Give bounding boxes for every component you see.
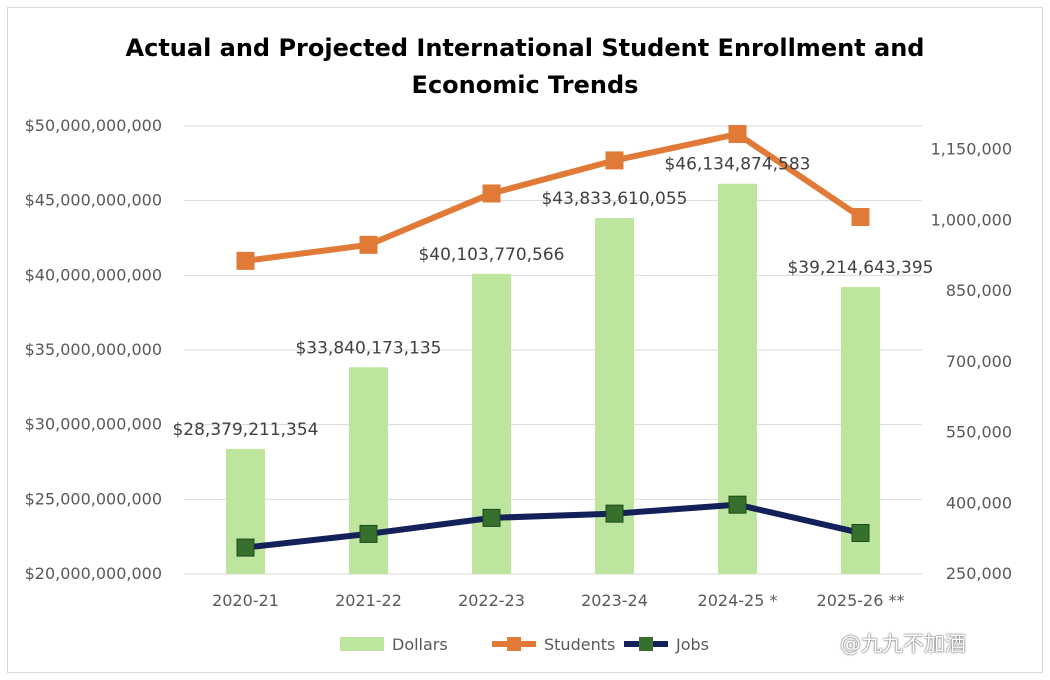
marker-jobs — [851, 523, 870, 542]
y-right-tick-label: 250,000 — [946, 564, 1012, 583]
y-left-tick-label: $30,000,000,000 — [25, 415, 162, 434]
data-label-dollars: $40,103,770,566 — [418, 245, 564, 265]
y-right-tick-label: 1,000,000 — [931, 210, 1012, 229]
x-tick-label: 2020-21 — [212, 591, 279, 610]
y-right-tick-label: 550,000 — [946, 423, 1012, 442]
data-label-dollars: $39,214,643,395 — [787, 258, 933, 278]
series-lines — [236, 125, 870, 557]
bar-dollars — [718, 183, 757, 574]
marker-jobs — [605, 504, 624, 523]
watermark-text: @九九不加酒 — [840, 632, 966, 656]
y-right-tick-label: 850,000 — [946, 281, 1012, 300]
bars-dollars — [226, 183, 880, 574]
marker-students — [605, 151, 624, 170]
marker-students — [482, 184, 501, 203]
marker-jobs — [482, 508, 501, 527]
bar-dollars — [472, 273, 511, 574]
legend-swatch-dollars — [340, 637, 384, 651]
y-right-tick-label: 1,150,000 — [931, 140, 1012, 159]
marker-students — [236, 251, 255, 270]
y-left-tick-label: $50,000,000,000 — [25, 116, 162, 135]
y-left-tick-label: $40,000,000,000 — [25, 265, 162, 284]
line-jobs — [242, 501, 864, 551]
legend-item-students: Students — [492, 635, 615, 654]
chart-title: Actual and Projected International Stude… — [0, 30, 1050, 104]
data-labels: $28,379,211,354 $33,840,173,135 $40,103,77… — [172, 155, 933, 440]
marker-students — [851, 208, 870, 227]
legend-marker-students — [507, 637, 521, 651]
legend-marker-jobs — [639, 637, 653, 651]
data-label-dollars: $33,840,173,135 — [295, 338, 441, 358]
x-tick-label: 2025-26 ** — [817, 591, 905, 610]
marker-students — [359, 235, 378, 254]
legend-item-jobs: Jobs — [624, 635, 709, 654]
legend-label-jobs: Jobs — [675, 635, 709, 654]
data-label-dollars: $46,134,874,583 — [664, 155, 810, 175]
legend-label-students: Students — [544, 635, 615, 654]
marker-jobs — [728, 495, 747, 514]
y-right-tick-label: 700,000 — [946, 352, 1012, 371]
chart-title-line-1: Actual and Projected International Stude… — [125, 34, 925, 62]
grid-lines — [184, 125, 922, 575]
chart-title-line-2: Economic Trends — [411, 71, 639, 99]
x-tick-label: 2022-23 — [458, 591, 525, 610]
data-label-dollars: $28,379,211,354 — [172, 420, 318, 440]
legend: Dollars Students Jobs — [340, 635, 709, 654]
x-tick-label: 2021-22 — [335, 591, 402, 610]
marker-jobs — [359, 524, 378, 543]
x-tick-label: 2024-25 * — [698, 591, 778, 610]
y-left-tick-label: $35,000,000,000 — [25, 340, 162, 359]
line-students — [242, 131, 864, 264]
data-label-dollars: $43,833,610,055 — [541, 189, 687, 209]
marker-students — [728, 125, 747, 144]
legend-item-dollars: Dollars — [340, 635, 448, 654]
y-right-tick-label: 400,000 — [946, 493, 1012, 512]
y-left-tick-label: $25,000,000,000 — [25, 489, 162, 508]
y-left-tick-label: $45,000,000,000 — [25, 191, 162, 210]
marker-jobs — [236, 538, 255, 557]
bar-dollars — [349, 367, 388, 574]
y-left-tick-label: $20,000,000,000 — [25, 564, 162, 583]
legend-label-dollars: Dollars — [392, 635, 448, 654]
axis-labels: $20,000,000,000 $25,000,000,000 $30,000,00… — [25, 116, 1012, 610]
x-tick-label: 2023-24 — [581, 591, 648, 610]
